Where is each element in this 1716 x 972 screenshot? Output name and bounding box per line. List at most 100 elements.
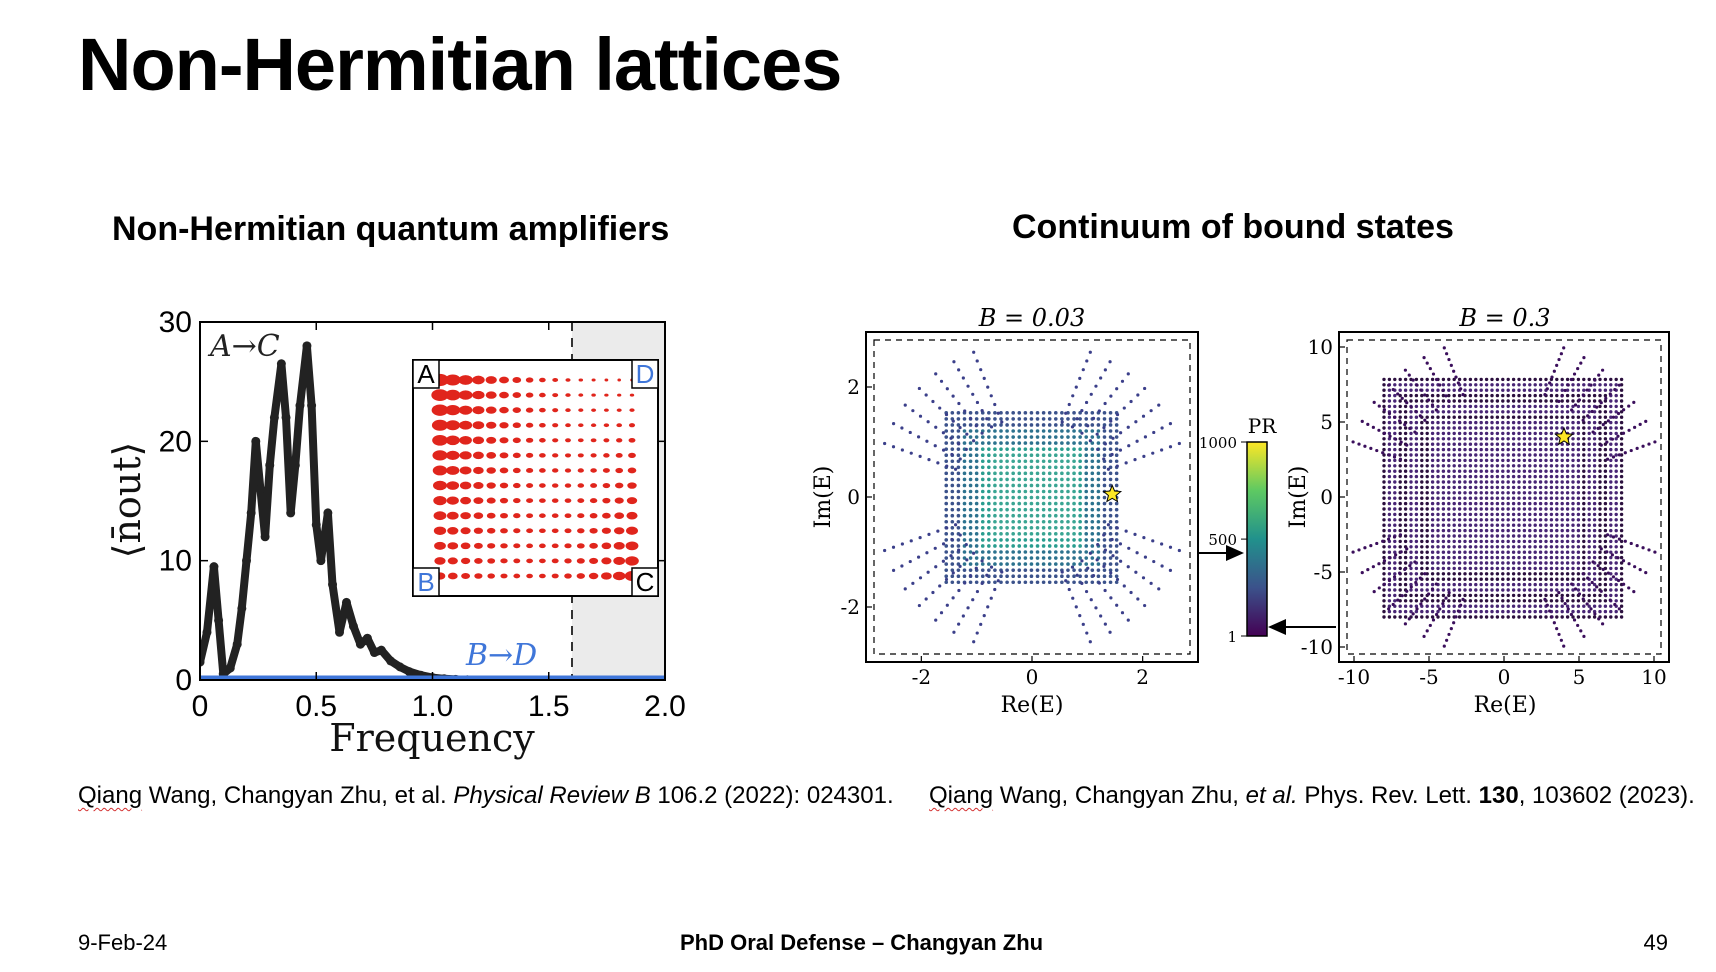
series-ac-point: [276, 359, 286, 369]
spectrum-wing-point: [1585, 388, 1589, 392]
spectrum-point: [1582, 599, 1586, 603]
spectrum-point: [1102, 495, 1107, 500]
spectrum-point: [1528, 604, 1532, 608]
spectrum-wing-point: [1430, 587, 1435, 591]
spectrum-point: [1598, 599, 1602, 603]
spectrum-point: [1430, 507, 1435, 511]
spectrum-point: [1053, 556, 1058, 560]
inset-dot: [565, 393, 571, 397]
spectrum-point: [1447, 377, 1451, 382]
spectrum-point: [1560, 518, 1564, 522]
spectrum-point: [1096, 471, 1101, 476]
spectrum-point: [1441, 572, 1446, 576]
spectrum-point: [1506, 474, 1510, 479]
spectrum-point: [1619, 615, 1624, 619]
spectrum-wing-point: [1095, 558, 1099, 562]
spectrum-wing-point: [961, 376, 965, 380]
spectrum-wing-point: [1633, 565, 1637, 569]
spectrum-point: [1035, 417, 1040, 421]
spectrum-point: [1582, 501, 1586, 506]
spectrum-point: [1501, 485, 1505, 490]
spectrum-point: [1447, 550, 1451, 554]
spectrum-point: [1005, 417, 1009, 421]
spectrum-wing-point: [938, 406, 942, 410]
spectrum-point: [1565, 404, 1570, 409]
spectrum-point: [1393, 496, 1397, 500]
spectrum-point: [1060, 580, 1064, 585]
spectrum-point: [1114, 507, 1119, 512]
spectrum-point: [1549, 550, 1554, 554]
spectrum-point: [1555, 437, 1559, 441]
inset-dot: [445, 420, 461, 431]
spectrum-point: [1533, 420, 1537, 425]
spectrum-point: [1522, 572, 1527, 576]
spectrum-point: [1011, 447, 1015, 451]
spectrum-point: [1560, 572, 1564, 576]
spectrum-point: [1072, 429, 1076, 433]
spectrum-point: [980, 435, 985, 439]
spectrum-point: [1425, 431, 1429, 436]
spectrum-point: [1582, 458, 1586, 463]
spectrum-point: [1447, 399, 1451, 403]
spectrum-point: [1382, 496, 1386, 500]
spectrum-point: [1457, 555, 1462, 560]
spectrum-point: [1382, 561, 1386, 565]
spectrum-wing-point: [938, 584, 942, 588]
spectrum-point: [980, 495, 985, 500]
spectrum-wing-point: [1447, 632, 1451, 637]
spectrum-point: [974, 447, 979, 451]
inset-dot: [539, 392, 546, 398]
spectrum-point: [999, 441, 1003, 445]
spectrum-wing-point: [1638, 422, 1642, 426]
spectrum-point: [1017, 532, 1022, 536]
spectrum-point: [1420, 480, 1424, 484]
spectrum-wing-point: [1419, 388, 1423, 392]
inset-dot: [512, 452, 521, 459]
spectrum-point: [1011, 441, 1015, 445]
spectrum-point: [1506, 458, 1510, 463]
spectrum-point: [1582, 431, 1586, 436]
spectrum-point: [1425, 528, 1429, 533]
spectrum-point: [1522, 474, 1527, 479]
spectrum-point: [1114, 435, 1119, 439]
spectrum-wing-point: [1632, 590, 1636, 594]
spectrum-point: [968, 417, 973, 421]
spectrum-point: [980, 544, 985, 548]
spectrum-point: [968, 519, 973, 524]
spectrum-point: [1571, 593, 1575, 598]
spectrum-point: [1114, 562, 1119, 566]
spectrum-point: [1571, 539, 1575, 544]
spectrum-point: [1409, 604, 1413, 608]
spectrum-point: [1522, 609, 1527, 614]
spectrum-point: [1528, 512, 1532, 517]
spectrum-point: [944, 538, 949, 542]
spectrum-wing-point: [1459, 387, 1463, 391]
spectrum-point: [1549, 458, 1554, 463]
spectrum-point: [1479, 555, 1483, 560]
spectrum-point: [1506, 550, 1510, 554]
spectrum-point: [1436, 474, 1440, 479]
spectrum-wing-point: [950, 452, 954, 457]
series-ac-point: [269, 412, 279, 422]
spectrum-point: [1479, 426, 1483, 430]
spectrum-point: [1484, 404, 1489, 409]
spectrum-point: [1420, 420, 1424, 425]
spectrum-point: [1452, 561, 1456, 565]
spectrum-point: [974, 411, 979, 415]
spectrum-point: [1436, 582, 1440, 587]
spectrum-point: [1053, 471, 1058, 476]
spectrum-point: [1501, 507, 1505, 511]
spectrum-point: [1495, 474, 1500, 479]
spectrum-point: [1078, 501, 1082, 506]
spectrum-point: [1619, 507, 1624, 511]
spectrum-point: [1430, 388, 1435, 392]
spectrum-point: [1501, 577, 1505, 581]
spectrum-point: [962, 501, 967, 506]
spectrum-point: [1035, 574, 1040, 578]
spectrum-point: [1501, 377, 1505, 382]
spectrum-point: [1420, 501, 1424, 506]
spectrum-point: [1522, 399, 1527, 403]
spectrum-wing-point: [1168, 545, 1173, 549]
spectrum-point: [1387, 550, 1392, 554]
spectrum-point: [1619, 593, 1624, 598]
